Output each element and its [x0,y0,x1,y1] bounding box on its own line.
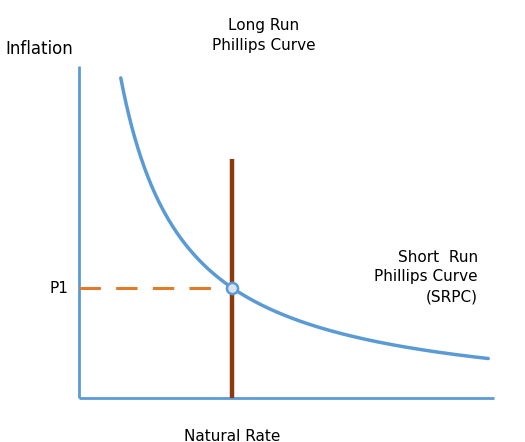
Text: Inflation: Inflation [6,40,74,57]
Text: Short  Run
Phillips Curve
(SRPC): Short Run Phillips Curve (SRPC) [374,250,478,304]
Text: Long Run
Phillips Curve: Long Run Phillips Curve [212,18,316,53]
Text: P1: P1 [49,281,68,296]
Text: Natural Rate: Natural Rate [184,429,280,442]
